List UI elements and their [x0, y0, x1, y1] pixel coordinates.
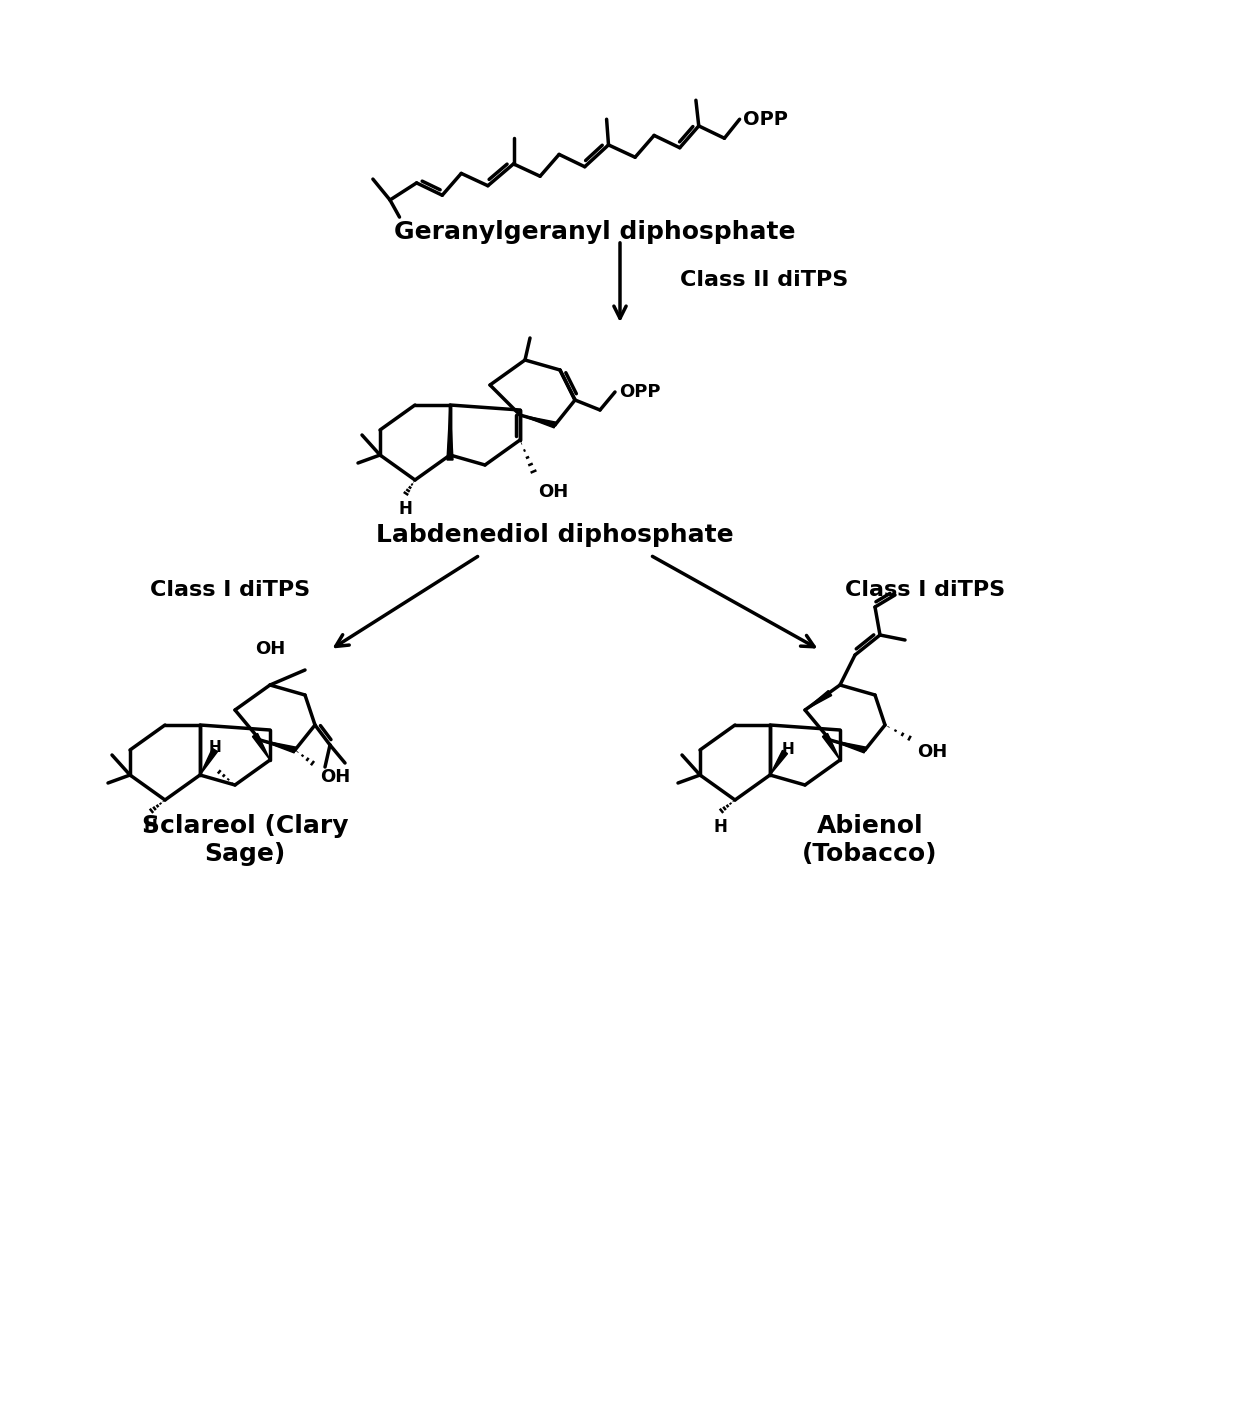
Polygon shape — [253, 733, 270, 760]
Text: OH: OH — [320, 768, 350, 785]
Polygon shape — [805, 691, 832, 711]
Text: Abienol
(Tobacco): Abienol (Tobacco) — [802, 814, 937, 866]
Text: OPP: OPP — [744, 110, 789, 128]
Text: Class I diTPS: Class I diTPS — [150, 580, 310, 601]
Text: Class II diTPS: Class II diTPS — [680, 269, 848, 290]
Text: OH: OH — [918, 743, 947, 761]
Polygon shape — [260, 740, 296, 753]
Text: H: H — [713, 818, 727, 836]
Text: Labdenediol diphosphate: Labdenediol diphosphate — [376, 523, 734, 547]
Text: OH: OH — [538, 484, 568, 501]
Text: H: H — [781, 743, 795, 757]
Polygon shape — [200, 749, 217, 776]
Text: Sclareol (Clary
Sage): Sclareol (Clary Sage) — [141, 814, 348, 866]
Text: Class I diTPS: Class I diTPS — [844, 580, 1006, 601]
Polygon shape — [770, 750, 787, 776]
Text: H: H — [398, 501, 412, 517]
Text: OPP: OPP — [619, 384, 661, 400]
Polygon shape — [830, 740, 866, 753]
Text: H: H — [208, 740, 222, 756]
Text: Geranylgeranyl diphosphate: Geranylgeranyl diphosphate — [394, 220, 796, 244]
Text: OH: OH — [254, 640, 285, 658]
Polygon shape — [520, 415, 556, 427]
Text: H: H — [143, 818, 157, 836]
Polygon shape — [446, 405, 453, 460]
Polygon shape — [822, 733, 839, 760]
